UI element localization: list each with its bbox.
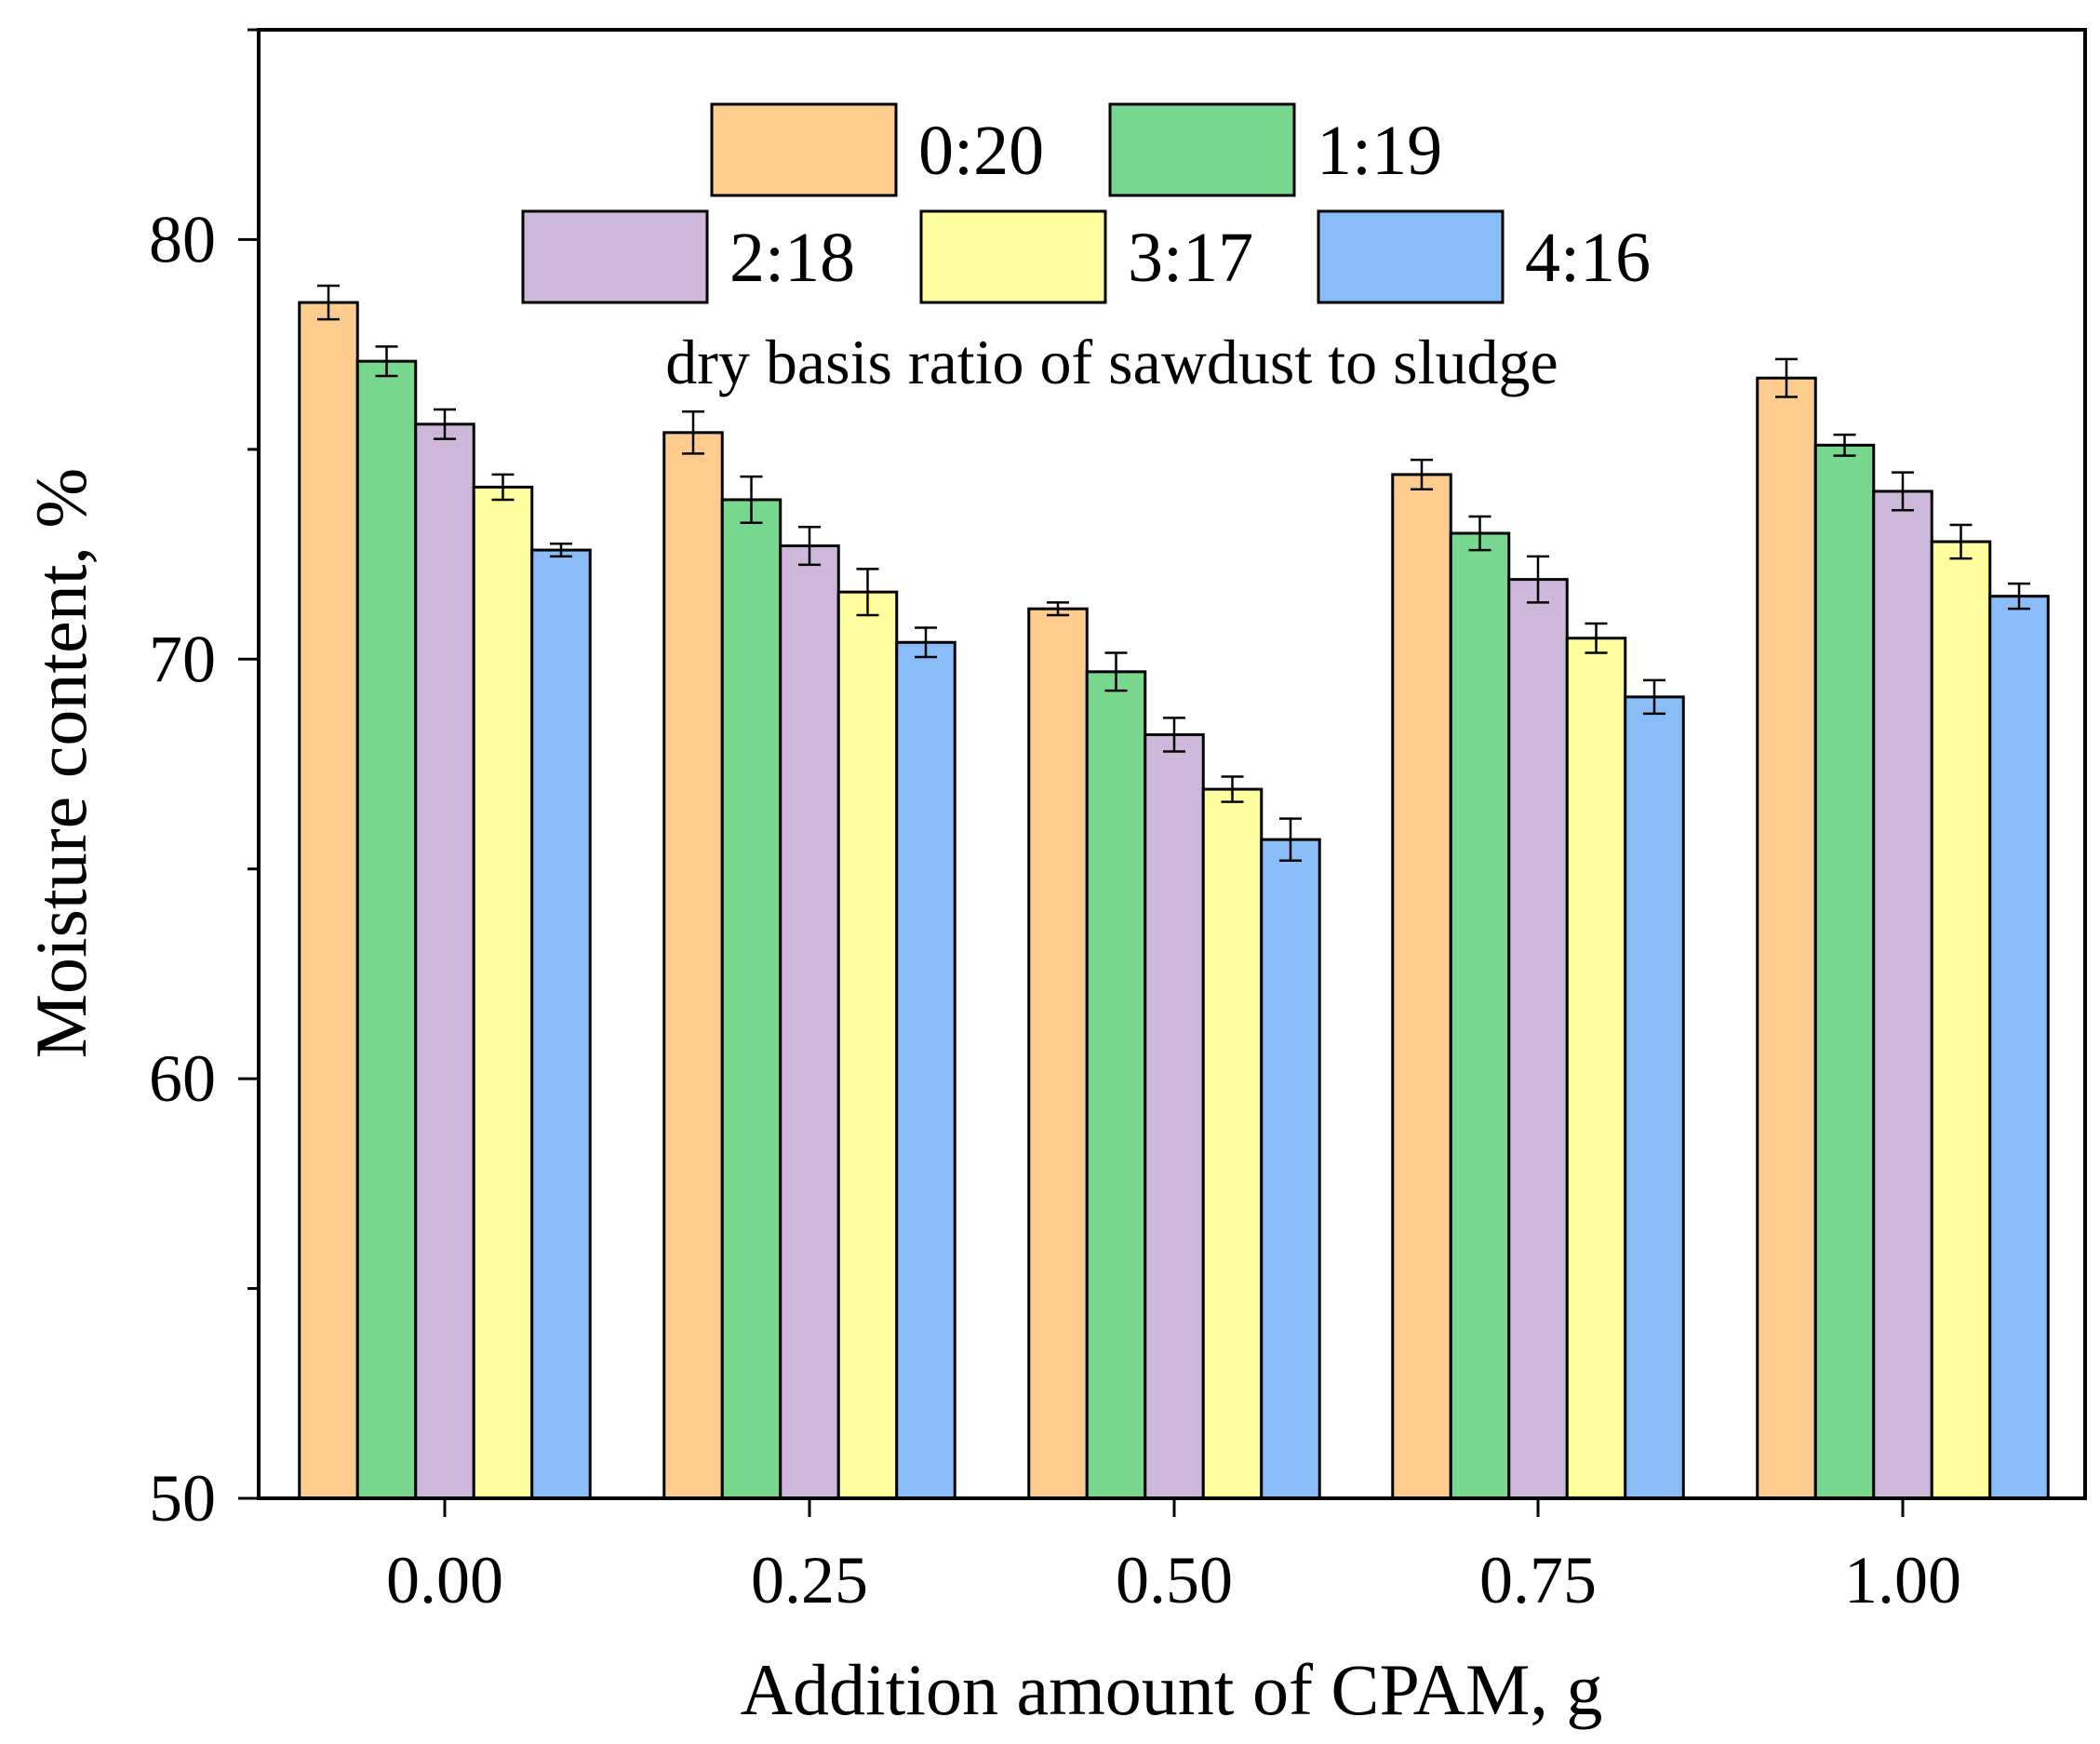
legend-title: dry basis ratio of sawdust to sludge <box>665 327 1558 397</box>
legend-label-0-20: 0:20 <box>918 112 1044 190</box>
bar-2-18-cat-0-50 <box>1144 732 1205 1500</box>
error-bar-4-16-cat-0-75 <box>1643 678 1665 716</box>
bar-4-16-cat-0-25 <box>895 640 956 1500</box>
legend-swatch-4-16 <box>1317 209 1505 304</box>
error-bar-0-20-cat-1-00 <box>1775 357 1798 398</box>
error-bar-1-19-cat-0-25 <box>740 475 763 525</box>
x-tick-label-0-75: 0.75 <box>1479 1543 1597 1617</box>
error-bar-2-18-cat-0-00 <box>434 408 456 440</box>
legend-swatch-0-20 <box>710 102 898 197</box>
bar-0-20-cat-0-50 <box>1027 607 1089 1500</box>
error-bar-2-18-cat-0-75 <box>1527 555 1549 604</box>
bar-0-20-cat-0-25 <box>662 431 724 1500</box>
legend-item-0-20: 0:20 <box>710 102 1044 197</box>
error-bar-4-16-cat-0-00 <box>550 543 572 558</box>
error-bar-4-16-cat-0-25 <box>915 626 937 659</box>
error-bar-1-19-cat-0-50 <box>1104 651 1128 692</box>
error-bar-2-18-cat-1-00 <box>1892 471 1914 512</box>
bar-3-17-cat-0-00 <box>472 485 534 1500</box>
bars-layer <box>298 301 2050 1500</box>
y-tick-label-80: 80 <box>149 202 216 276</box>
legend-item-2-18: 2:18 <box>521 209 855 304</box>
bar-4-16-cat-0-75 <box>1624 695 1685 1500</box>
error-bar-1-19-cat-0-00 <box>375 345 398 378</box>
bar-0-20-cat-1-00 <box>1756 376 1817 1500</box>
legend-swatch-2-18 <box>521 209 709 304</box>
legend-item-4-16: 4:16 <box>1317 209 1651 304</box>
plot-frame <box>257 28 2087 1500</box>
y-axis-title: Moisture content, % <box>20 468 101 1059</box>
bar-3-17-cat-0-25 <box>836 590 899 1500</box>
legend-label-4-16: 4:16 <box>1525 219 1651 297</box>
y-tick-label-70: 70 <box>149 622 216 696</box>
legend-swatch-3-17 <box>919 209 1107 304</box>
error-bar-3-17-cat-0-50 <box>1221 775 1244 803</box>
legend-item-1-19: 1:19 <box>1108 102 1442 197</box>
bar-1-19-cat-0-25 <box>720 498 782 1500</box>
bar-4-16-cat-1-00 <box>1988 595 2050 1500</box>
legend-swatch-1-19 <box>1108 102 1296 197</box>
legend-label-1-19: 1:19 <box>1317 112 1442 190</box>
bar-1-19-cat-0-50 <box>1085 670 1147 1500</box>
error-bar-3-17-cat-1-00 <box>1949 523 1973 560</box>
ticks-layer: 50 60 70 80 0.00 0.25 0.50 0.75 1.00 <box>149 28 1961 1617</box>
error-bar-2-18-cat-0-50 <box>1163 717 1185 753</box>
x-axis-title: Addition amount of CPAM, g <box>741 1649 1603 1730</box>
bar-2-18-cat-0-00 <box>414 423 475 1500</box>
y-tick-label-50: 50 <box>149 1461 216 1536</box>
bar-3-17-cat-0-75 <box>1565 637 1627 1500</box>
error-bar-1-19-cat-0-75 <box>1468 515 1491 552</box>
legend-label-3-17: 3:17 <box>1128 219 1253 297</box>
legend-label-2-18: 2:18 <box>729 219 855 297</box>
error-bar-1-19-cat-1-00 <box>1833 433 1856 457</box>
bar-1-19-cat-1-00 <box>1813 443 1876 1500</box>
legend: 0:20 1:19 2:18 3:17 4:16 dry basis ratio of s… <box>521 102 1651 397</box>
bar-2-18-cat-0-25 <box>779 544 840 1500</box>
bar-0-20-cat-0-00 <box>298 301 359 1500</box>
bar-4-16-cat-0-00 <box>530 548 592 1500</box>
bar-1-19-cat-0-00 <box>355 359 418 1500</box>
error-bar-0-20-cat-0-25 <box>682 410 704 455</box>
x-tick-label-1-00: 1.00 <box>1844 1543 1961 1617</box>
error-bar-0-20-cat-0-00 <box>317 284 340 321</box>
error-bar-3-17-cat-0-75 <box>1585 622 1608 654</box>
legend-item-3-17: 3:17 <box>919 209 1253 304</box>
bar-3-17-cat-1-00 <box>1930 540 1992 1500</box>
x-tick-label-0-00: 0.00 <box>386 1543 503 1617</box>
bar-1-19-cat-0-75 <box>1449 531 1511 1500</box>
error-bar-0-20-cat-0-75 <box>1411 458 1433 490</box>
y-tick-label-60: 60 <box>149 1041 216 1116</box>
x-tick-label-0-25: 0.25 <box>751 1543 868 1617</box>
error-bar-3-17-cat-0-25 <box>856 568 879 617</box>
error-bar-4-16-cat-1-00 <box>2008 582 2030 610</box>
x-tick-label-0-50: 0.50 <box>1116 1543 1233 1617</box>
bar-2-18-cat-0-75 <box>1507 578 1569 1500</box>
bar-3-17-cat-0-50 <box>1201 787 1264 1500</box>
error-bar-0-20-cat-0-50 <box>1047 601 1069 617</box>
error-bars-layer <box>317 284 2030 862</box>
error-bar-4-16-cat-0-50 <box>1279 817 1302 862</box>
bar-2-18-cat-1-00 <box>1872 490 1933 1500</box>
bar-4-16-cat-0-50 <box>1260 838 1321 1500</box>
error-bar-3-17-cat-0-00 <box>491 473 515 502</box>
error-bar-2-18-cat-0-25 <box>798 526 821 567</box>
bar-0-20-cat-0-75 <box>1391 473 1452 1500</box>
